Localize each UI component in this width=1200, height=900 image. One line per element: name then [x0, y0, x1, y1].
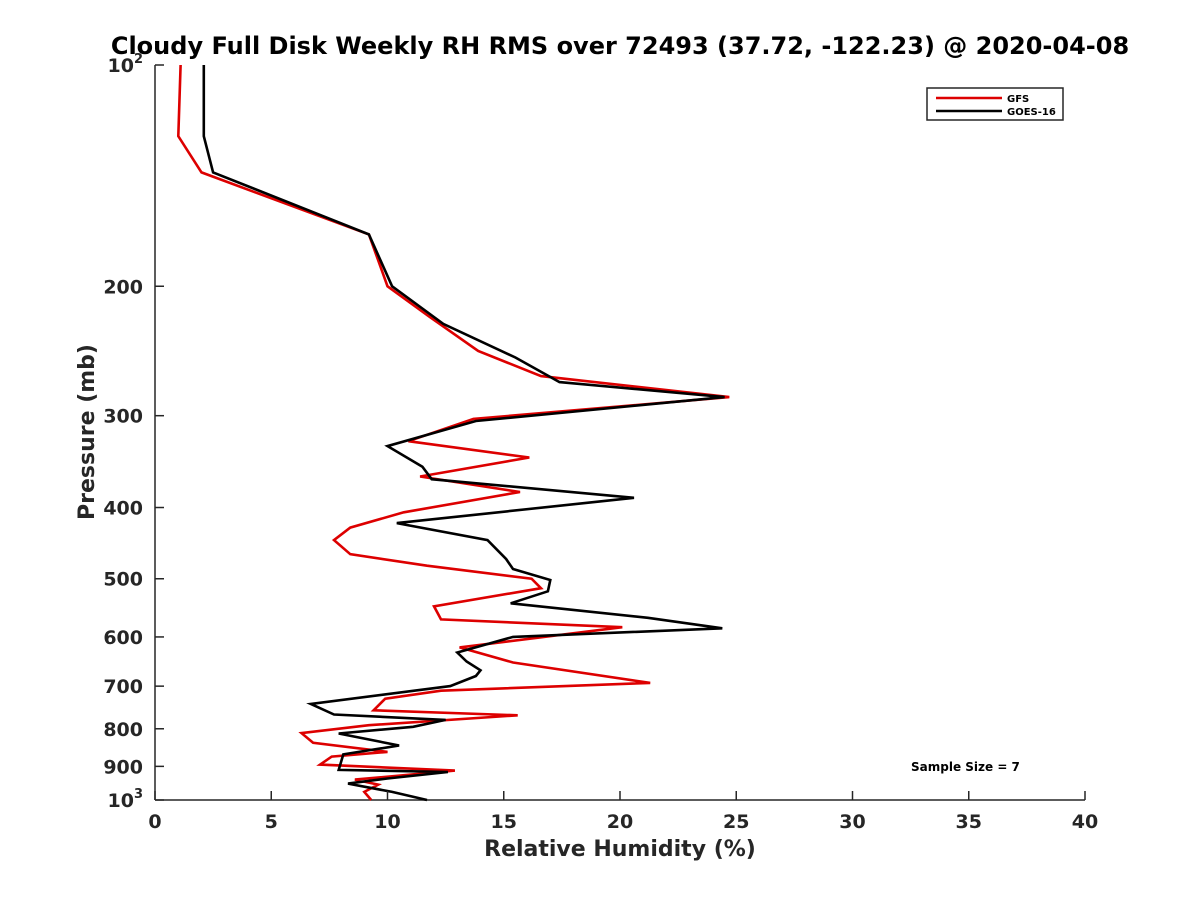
series-line-goes-16	[202, 65, 725, 802]
x-tick-label: 10	[374, 811, 400, 833]
y-tick-label: 800	[103, 719, 143, 741]
y-tick-label: 200	[103, 276, 143, 298]
series-layer	[176, 64, 730, 802]
chart-title: Cloudy Full Disk Weekly RH RMS over 7249…	[111, 32, 1129, 60]
y-tick-label: 400	[103, 498, 143, 520]
x-tick-label: 30	[839, 811, 865, 833]
x-tick-label: 0	[148, 811, 161, 833]
y-tick-label: 600	[103, 627, 143, 649]
x-axis-title: Relative Humidity (%)	[484, 837, 756, 862]
x-tick-label: 15	[491, 811, 517, 833]
x-tick-label: 5	[265, 811, 278, 833]
legend-items: GFS GOES-16	[936, 94, 1056, 118]
legend: GFS GOES-16	[926, 87, 1064, 121]
x-tick-label: 25	[723, 811, 749, 833]
y-tick-label: 700	[103, 676, 143, 698]
y-ticks: 102 200 300 400 500 600 700 800 900 103	[103, 52, 164, 812]
legend-box	[926, 87, 1064, 121]
y-tick-label: 102	[108, 52, 144, 77]
y-tick-label: 900	[103, 756, 143, 778]
series-line-gfs	[176, 64, 730, 801]
x-tick-label: 35	[956, 811, 982, 833]
legend-label-gfs: GFS	[1007, 94, 1029, 105]
sample-size-annotation: Sample Size = 7	[911, 760, 1020, 774]
y-tick-label: 103	[108, 787, 144, 812]
y-tick-label: 300	[103, 406, 143, 428]
x-tick-label: 40	[1072, 811, 1098, 833]
legend-label-goes-16: GOES-16	[1007, 107, 1056, 118]
plot-area: 0 5 10 15 20 25 30 35 40 102 200 300 400 500 600 700 80…	[103, 52, 1098, 833]
x-ticks: 0 5 10 15 20 25 30 35 40	[148, 791, 1098, 833]
y-tick-label: 500	[103, 569, 143, 591]
y-axis-title: Pressure (mb)	[75, 344, 100, 520]
x-tick-label: 20	[607, 811, 633, 833]
